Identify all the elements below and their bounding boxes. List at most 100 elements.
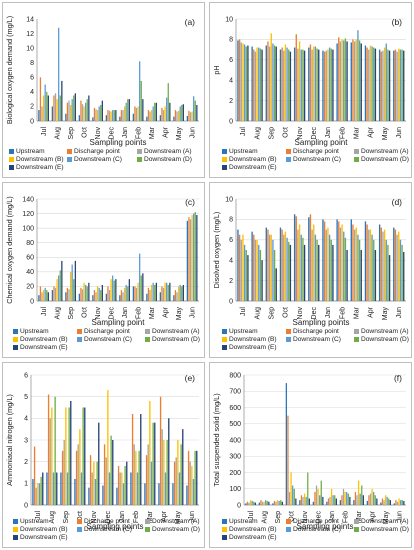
bar-a-Apr-s3 [164, 106, 166, 121]
legend-item: Downstream (C) [286, 156, 341, 163]
bar-f-Sep-s3 [276, 500, 279, 505]
bar-d-Sep-s4 [272, 239, 274, 301]
x-tick-label: Aug [54, 127, 61, 140]
bar-c-Apr-s1 [161, 286, 163, 301]
y-tick-label: 2 [24, 459, 28, 466]
bar-e-Jul-s3 [37, 483, 39, 505]
bar-c-Jul-s4 [44, 287, 46, 301]
legend-item: Downstream (E) [13, 344, 68, 351]
bar-f-Dec-s4 [319, 495, 321, 505]
chart-panel-b: 0 2 4 6 8 10 Jul Aug Sep Oct Nov Dec Jan Feb Mar Apr May… [209, 2, 412, 178]
legend-swatch [286, 519, 291, 524]
bar-d-Feb-s1 [338, 221, 340, 301]
legend-swatch [354, 519, 359, 524]
bar-b-Dec-s6 [318, 49, 320, 121]
legend-label: Downstream (A) [152, 328, 200, 335]
bar-e-Dec-s0 [102, 485, 104, 505]
bar-d-Jan-s5 [330, 239, 332, 301]
bar-f-May-s6 [389, 500, 391, 505]
bar-d-Aug-s6 [261, 260, 263, 301]
legend-item: Discharge point [286, 148, 339, 155]
bar-b-May-s0 [378, 49, 381, 121]
bar-b-Apr-s3 [369, 45, 372, 121]
x-tick-label: May [175, 511, 182, 525]
x-tick-label: Apr [369, 510, 376, 522]
bar-f-Sep-s2 [275, 501, 277, 505]
bar-b-Jul-s4 [243, 44, 246, 121]
bar-f-Dec-s1 [314, 492, 316, 505]
legend-item: Upstream [222, 328, 258, 335]
legend-label: Upstream [229, 148, 258, 155]
bar-c-Nov-s0 [92, 295, 94, 301]
bar-a-Sep-s5 [73, 95, 75, 121]
bar-d-Apr-s0 [364, 221, 367, 301]
legend-item: Discharge point [286, 518, 339, 525]
bar-d-Oct-s5 [288, 241, 290, 301]
legend-swatch [77, 329, 82, 334]
bar-e-Feb-s6 [140, 414, 142, 505]
legend-label: Downstream (B) [20, 336, 68, 343]
bar-e-Jun-s5 [194, 450, 196, 505]
bar-e-Nov-s4 [94, 479, 97, 505]
bar-d-Mar-s2 [353, 229, 356, 301]
legend-swatch [222, 535, 227, 540]
bar-e-Nov-s0 [88, 487, 90, 505]
bar-c-Nov-s6 [101, 284, 103, 301]
bar-f-Apr-s4 [373, 492, 375, 505]
bar-a-Jul-s1 [39, 77, 42, 121]
bar-a-Oct-s1 [80, 100, 82, 121]
legend-label: Upstream [229, 518, 258, 525]
bar-a-Nov-s5 [100, 104, 102, 121]
legend-swatch [145, 527, 150, 532]
bar-e-Apr-s4 [164, 472, 167, 505]
bar-c-Jun-s2 [189, 219, 192, 301]
legend-label: Discharge point [293, 518, 339, 525]
x-tick-label: Aug [254, 307, 261, 320]
bar-c-Feb-s5 [140, 275, 142, 301]
bar-f-Feb-s4 [346, 492, 348, 505]
legend-swatch [286, 337, 291, 342]
bar-a-Mar-s5 [154, 102, 156, 121]
bar-a-Jun-s6 [196, 104, 198, 121]
y-tick-label: 1 [24, 481, 28, 488]
y-tick-label: 6 [30, 75, 34, 82]
bar-b-Dec-s5 [316, 48, 318, 121]
bar-d-Oct-s0 [279, 227, 282, 301]
bar-d-Nov-s2 [297, 229, 299, 301]
bar-c-Mar-s6 [155, 282, 157, 301]
x-tick-label: Dec [315, 511, 322, 524]
legend-item: Downstream (D) [354, 156, 409, 163]
bar-b-Apr-s1 [366, 47, 368, 122]
bar-b-Mar-s0 [350, 42, 352, 121]
bar-e-Jun-s4 [192, 479, 195, 505]
y-tick-label: 8 [229, 217, 233, 224]
bar-a-Oct-s2 [81, 104, 84, 121]
bar-d-Jul-s3 [242, 234, 244, 301]
bar-c-Jun-s1 [188, 217, 190, 301]
bar-c-Nov-s2 [95, 292, 97, 301]
bar-e-Oct-s4 [80, 472, 83, 505]
bar-e-Feb-s2 [133, 444, 135, 505]
bar-d-Oct-s4 [286, 237, 288, 301]
bar-b-Aug-s2 [254, 51, 257, 121]
x-tick-label: Mar [149, 306, 156, 319]
bar-f-Oct-s3 [290, 472, 292, 505]
bar-a-May-s4 [179, 106, 181, 121]
bar-e-Dec-s3 [107, 390, 109, 505]
x-axis-label: Sampling point [295, 138, 349, 147]
bar-c-Feb-s1 [134, 286, 136, 301]
bar-c-Jan-s0 [119, 295, 121, 301]
bar-b-Jul-s3 [242, 43, 244, 122]
bar-c-Nov-s1 [93, 290, 96, 301]
x-tick-label: Aug [254, 127, 261, 140]
legend-item: Discharge point [77, 518, 130, 525]
y-tick-label: 0 [30, 298, 34, 305]
legend-swatch [13, 519, 18, 524]
bar-b-Nov-s1 [295, 34, 297, 121]
x-tick-label: Apr [368, 126, 375, 138]
bar-b-Sep-s6 [275, 46, 277, 121]
x-tick-label: Apr [161, 510, 168, 522]
y-tick-label: 800 [229, 372, 241, 379]
bar-f-Jul-s1 [246, 501, 249, 505]
bar-e-Dec-s2 [105, 457, 107, 505]
